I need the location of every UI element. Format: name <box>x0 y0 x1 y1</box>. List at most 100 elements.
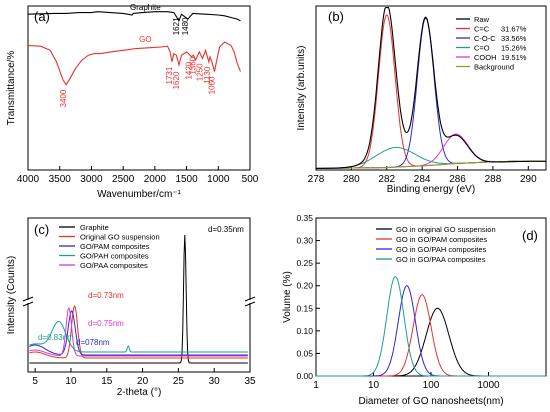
y-tick-label: 0.00 <box>296 371 313 381</box>
peak-label: 1480 <box>181 17 190 35</box>
legend-label: C=O <box>474 44 490 53</box>
series-line-5 <box>29 306 248 357</box>
legend-label: GO in GO/PAH composites <box>396 245 487 254</box>
legend-label: GO/PAM composites <box>80 242 150 251</box>
y-tick-label: 0.30 <box>296 236 313 246</box>
x-axis-label: Binding energy (eV) <box>387 184 475 195</box>
x-tick-label: 1500 <box>175 174 198 185</box>
raw-line <box>316 7 546 169</box>
x-axis-label: 2-theta (°) <box>117 387 162 398</box>
legend-label: GO/PAA composites <box>80 261 148 270</box>
d-spacing-label: d=0.35nm <box>208 225 244 234</box>
x-tick-label: 500 <box>242 174 259 185</box>
x-tick-label: 1000 <box>477 380 500 391</box>
component-cooh <box>316 133 546 169</box>
x-tick-label: 2000 <box>144 174 167 185</box>
x-tick-label: 1 <box>313 380 319 391</box>
x-tick-label: 282 <box>378 174 395 185</box>
series-name-label: GO <box>139 35 151 44</box>
series-line-graphite <box>27 11 241 23</box>
x-axis-ticks: 5 10 15 20 25 30 35 <box>32 368 256 387</box>
legend-value: 15.26% <box>501 44 527 53</box>
legend-label: Background <box>474 63 514 72</box>
series-line-1 <box>29 234 248 364</box>
x-axis-label: Wavenumber/cm⁻¹ <box>97 189 181 200</box>
d-spacing-label: d=0.75nm <box>88 319 124 328</box>
y-tick-label: 0.20 <box>296 281 313 291</box>
panel-label: (a) <box>34 9 50 24</box>
x-tick-label: 30 <box>209 376 221 387</box>
plot-frame <box>27 5 251 171</box>
d-spacing-label: d=078nm <box>76 338 110 347</box>
legend-label: Original GO suspension <box>80 233 160 242</box>
x-tick-label: 100 <box>423 380 440 391</box>
y-axis-label: Intensity (Counts) <box>6 256 17 334</box>
x-tick-label: 4000 <box>17 174 40 185</box>
peak-label: 1621 <box>172 17 181 35</box>
panel-label: (b) <box>328 9 344 24</box>
y-tick-label: 0.15 <box>296 303 313 313</box>
peak-label: 1731 <box>165 66 174 84</box>
legend-label: GO in GO/PAM composites <box>396 235 487 244</box>
peak-label: 1250 <box>195 63 204 81</box>
x-tick-label: 278 <box>308 174 325 185</box>
peak-label: 1420 <box>185 61 194 79</box>
legend-label: GO in original GO suspension <box>396 225 496 234</box>
y-tick-label: 0.25 <box>296 258 313 268</box>
panel-label: (c) <box>34 222 49 237</box>
panel-label: (d) <box>522 228 538 243</box>
peak-label: 1130 <box>203 66 212 84</box>
x-tick-label: 35 <box>244 376 256 387</box>
peak-label: 1620 <box>172 71 181 89</box>
y-axis-label: Intensity (arb.units) <box>296 45 307 130</box>
x-tick-label: 288 <box>485 174 502 185</box>
x-tick-label: 10 <box>65 376 77 387</box>
y-axis-label: Volume (%) <box>282 271 293 323</box>
legend-label: C-O-C <box>474 34 496 43</box>
axis-break-marks <box>22 296 256 307</box>
legend-value: 19.51% <box>501 53 527 62</box>
x-tick-label: 284 <box>414 174 431 185</box>
series-line-3 <box>29 310 248 356</box>
legend-label: GO in GO/PAA composites <box>396 255 486 264</box>
peak-label: 1060 <box>207 76 216 94</box>
y-tick-label: 0.10 <box>296 326 313 336</box>
x-tick-label: 1000 <box>207 174 230 185</box>
x-tick-label: 3000 <box>80 174 103 185</box>
series-line-2 <box>29 304 248 359</box>
legend-label: Graphite <box>80 223 109 232</box>
legend-label: GO/PAH composites <box>80 252 149 261</box>
panel-a-ftir: (a) 4000 3500 3000 2500 2000 1500 1000 500 1621… <box>6 3 259 200</box>
x-axis-label: Diameter of GO nanosheets(nm) <box>358 396 503 407</box>
legend-label: C=C <box>474 25 490 34</box>
y-axis-ticks: 0.00 0.05 0.10 0.15 0.20 0.25 0.30 0.35 <box>296 213 320 381</box>
series-line-go <box>27 41 242 86</box>
y-tick-label: 0.05 <box>296 348 313 358</box>
x-tick-label: 286 <box>449 174 466 185</box>
d-spacing-label: d=0.83nm <box>38 333 74 342</box>
d-spacing-label: d=0.73nm <box>88 291 124 300</box>
x-tick-label: 15 <box>101 376 113 387</box>
x-tick-label: 20 <box>137 376 149 387</box>
plot-frame <box>27 217 251 373</box>
plot-frame <box>315 5 547 171</box>
y-axis-label: Transmittance/% <box>6 51 17 126</box>
legend-label: Raw <box>474 15 490 24</box>
x-tick-label: 280 <box>343 174 360 185</box>
panel-d-size-distribution: (d) 0.00 0.05 0.10 0.15 0.20 0.25 0.30 0.35 1 10… <box>282 213 547 407</box>
x-tick-label: 10 <box>368 380 380 391</box>
x-tick-label: 5 <box>32 376 38 387</box>
series-line-4 <box>29 321 248 353</box>
series-line-3 <box>316 285 546 377</box>
peak-label: 1360 <box>188 56 197 74</box>
x-tick-label: 3500 <box>49 174 72 185</box>
series-lines <box>316 276 546 377</box>
series-lines <box>315 7 546 169</box>
